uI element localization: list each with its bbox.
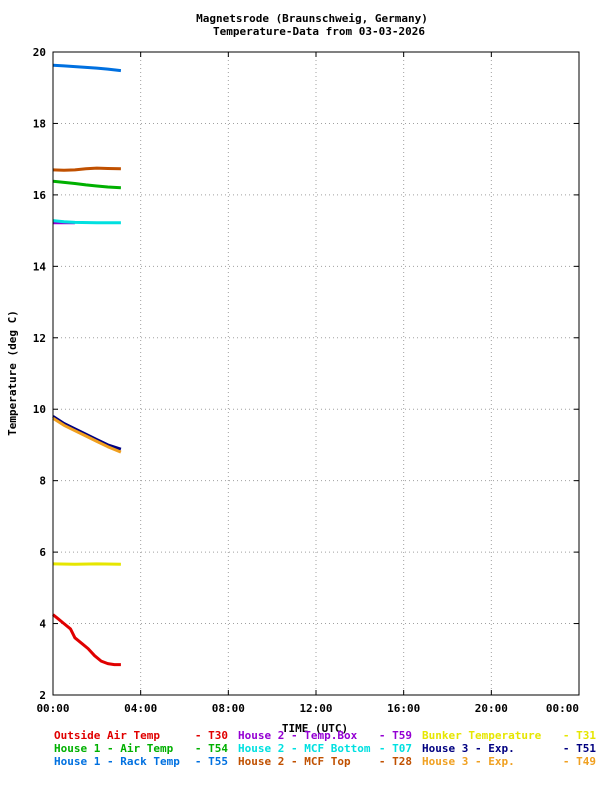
legend-entry-name: Bunker Temperature — [422, 729, 542, 742]
grid — [53, 52, 579, 695]
x-axis-label: TIME (UTC) — [282, 722, 348, 735]
legend-entry-name: House 3 - Exp. — [422, 742, 515, 755]
series-line-8 — [52, 166, 121, 172]
x-tick-label: 08:00 — [212, 702, 245, 715]
x-tick-label: 00:00 — [36, 702, 69, 715]
series-line-4 — [52, 179, 121, 190]
y-tick-label: 4 — [39, 618, 46, 631]
y-axis-label: Temperature (deg C) — [6, 310, 19, 436]
y-tick-label: 8 — [39, 475, 46, 488]
legend-entry-name: House 2 - MCF Bottom — [238, 742, 371, 755]
series-line-5 — [52, 219, 121, 225]
legend-entry-name: Outside Air Temp — [54, 729, 160, 742]
legend-entry-code: - T55 — [195, 755, 228, 768]
y-tick-label: 10 — [33, 403, 46, 416]
y-tick-label: 12 — [33, 332, 46, 345]
x-tick-label: 20:00 — [475, 702, 508, 715]
legend-entry-name: House 2 - MCF Top — [238, 755, 351, 768]
legend-entry-name: House 1 - Air Temp — [54, 742, 174, 755]
chart-title-line2: Temperature-Data from 03-03-2026 — [213, 25, 425, 38]
legend-entry-code: - T49 — [563, 755, 596, 768]
legend-entry-name: House 1 - Rack Temp — [54, 755, 180, 768]
legend-entry-name: House 2 - Temp.Box — [238, 729, 358, 742]
legend-entry-code: - T54 — [195, 742, 228, 755]
y-tick-label: 16 — [33, 189, 47, 202]
series-layer — [52, 63, 122, 667]
legend-entry-code: - T31 — [563, 729, 596, 742]
series-line-9 — [52, 416, 122, 454]
legend: Outside Air Temp - T30 House 2 - Temp.Box -… — [54, 729, 596, 768]
legend-entry-code: - T30 — [195, 729, 228, 742]
x-axis-ticks: 00:00 04:00 08:00 12:00 16:00 20:00 00:00 — [36, 52, 580, 715]
legend-entry-name: House 3 - Exp. — [422, 755, 515, 768]
y-tick-label: 6 — [39, 546, 46, 559]
x-tick-label: 16:00 — [387, 702, 420, 715]
legend-entry-code: - T51 — [563, 742, 596, 755]
legend-entry-code: - T07 — [379, 742, 412, 755]
chart-title-line1: Magnetsrode (Braunschweig, Germany) — [196, 12, 428, 25]
legend-entry-code: - T28 — [379, 755, 412, 768]
series-line-7 — [52, 63, 122, 73]
series-line-6 — [52, 415, 122, 451]
x-tick-label: 12:00 — [299, 702, 332, 715]
x-tick-label: 00:00 — [546, 702, 579, 715]
x-tick-label: 04:00 — [124, 702, 157, 715]
y-tick-label: 20 — [33, 46, 46, 59]
legend-entry-code: - T59 — [379, 729, 412, 742]
y-tick-label: 2 — [39, 689, 46, 702]
y-tick-label: 14 — [33, 260, 47, 273]
series-line-1 — [52, 613, 121, 667]
y-axis-ticks: 2 4 6 8 10 12 14 16 18 20 — [33, 46, 579, 702]
y-tick-label: 18 — [33, 117, 46, 130]
